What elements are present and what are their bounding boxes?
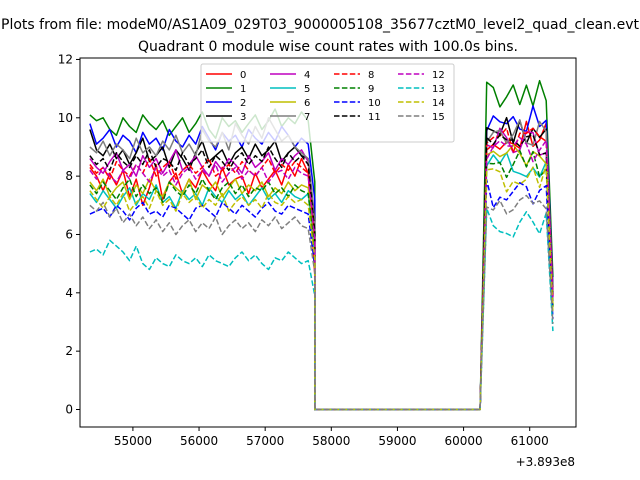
x-offset-label: +3.893e8 xyxy=(516,455,575,469)
x-tick-label: 58000 xyxy=(312,434,350,448)
y-tick-label: 12 xyxy=(58,52,73,66)
x-tick-label: 59000 xyxy=(378,434,416,448)
legend-label-3: 3 xyxy=(240,112,246,123)
chart-title: Quadrant 0 module wise count rates with … xyxy=(138,39,518,55)
legend-label-1: 1 xyxy=(240,84,246,95)
x-tick-label: 60000 xyxy=(444,434,482,448)
legend-label-5: 5 xyxy=(304,84,310,95)
legend-label-15: 15 xyxy=(432,112,445,123)
x-tick-label: 56000 xyxy=(180,434,218,448)
y-tick-label: 0 xyxy=(65,402,73,416)
axis-ticks: 55000 56000 57000 58000 59000 60000 61000 0 2 4 6 8… xyxy=(58,52,549,448)
y-tick-label: 6 xyxy=(65,227,73,241)
legend-label-0: 0 xyxy=(240,70,246,81)
legend-label-11: 11 xyxy=(368,112,381,123)
legend-label-6: 6 xyxy=(304,98,310,109)
y-tick-label: 8 xyxy=(65,169,73,183)
x-tick-label: 61000 xyxy=(511,434,549,448)
x-tick-label: 55000 xyxy=(114,434,152,448)
plot-area: 55000 56000 57000 58000 59000 60000 61000 0 2 4 6 8… xyxy=(58,52,577,448)
plot-frame xyxy=(79,57,577,428)
series-15-line xyxy=(89,194,554,411)
legend-box xyxy=(200,63,455,143)
legend-label-12: 12 xyxy=(432,70,445,81)
legend-label-14: 14 xyxy=(432,98,445,109)
y-tick-label: 2 xyxy=(65,344,73,358)
x-tick-label: 57000 xyxy=(246,434,284,448)
figure-suptitle: Plots from file: modeM0/AS1A09_029T03_90… xyxy=(1,17,639,33)
y-tick-label: 4 xyxy=(65,286,73,300)
legend-label-4: 4 xyxy=(304,70,310,81)
legend-label-7: 7 xyxy=(304,112,310,123)
legend-label-13: 13 xyxy=(432,84,445,95)
legend-label-9: 9 xyxy=(368,84,374,95)
legend-label-10: 10 xyxy=(368,98,381,109)
y-tick-label: 10 xyxy=(58,111,73,125)
series-lines xyxy=(89,79,554,411)
legend-label-2: 2 xyxy=(240,98,246,109)
legend-label-8: 8 xyxy=(368,70,374,81)
series-14-line xyxy=(89,164,554,411)
